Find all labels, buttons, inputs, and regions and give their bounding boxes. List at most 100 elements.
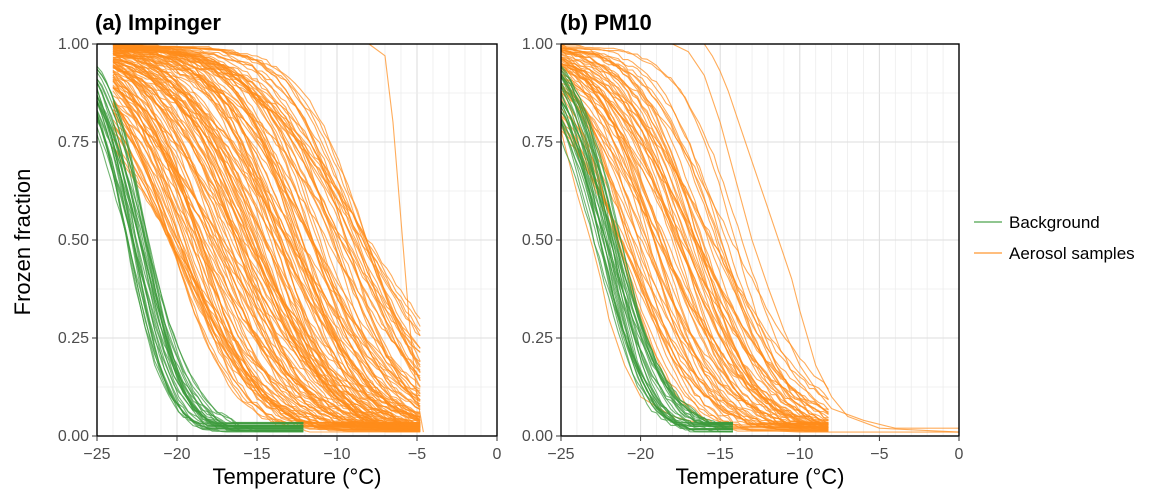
y-tick-label: 1.00 bbox=[58, 36, 89, 53]
aerosol-curve bbox=[560, 56, 829, 431]
aerosol-curve bbox=[560, 107, 829, 428]
aerosol-curve bbox=[112, 109, 421, 425]
aerosol-curve bbox=[113, 44, 421, 407]
aerosol-curve bbox=[703, 43, 960, 433]
y-tick-label: 0.00 bbox=[58, 428, 89, 445]
panel-title: (a) Impinger bbox=[95, 10, 221, 35]
background-curve bbox=[560, 76, 733, 433]
background-curve bbox=[96, 66, 304, 426]
aerosol-curve bbox=[560, 76, 829, 415]
aerosol-curve bbox=[560, 68, 829, 428]
series-lines bbox=[96, 43, 424, 433]
aerosol-curve bbox=[560, 43, 829, 414]
background-curve bbox=[560, 100, 733, 430]
aerosol-curve bbox=[560, 85, 829, 426]
aerosol-curve bbox=[560, 122, 829, 427]
x-axis-title: Temperature (°C) bbox=[676, 464, 845, 489]
aerosol-curve bbox=[112, 78, 421, 427]
aerosol-curve bbox=[112, 122, 421, 429]
background-curve bbox=[96, 111, 304, 423]
aerosol-curve bbox=[112, 60, 421, 421]
x-tick-label: −20 bbox=[163, 446, 190, 463]
aerosol-curve bbox=[561, 58, 829, 429]
y-tick-label: 0.75 bbox=[58, 134, 89, 151]
legend: Background Aerosol samples bbox=[974, 213, 1135, 263]
background-curve bbox=[560, 111, 733, 426]
x-tick-label: 0 bbox=[955, 446, 964, 463]
aerosol-curve bbox=[112, 43, 421, 366]
aerosol-curve bbox=[560, 85, 829, 428]
aerosol-curve bbox=[112, 45, 421, 395]
background-curve bbox=[96, 120, 304, 432]
aerosol-curve bbox=[112, 51, 421, 374]
aerosol-curve bbox=[113, 46, 421, 429]
background-curve bbox=[96, 95, 304, 427]
x-tick-label: −10 bbox=[786, 446, 813, 463]
background-curve bbox=[560, 66, 733, 430]
background-curve bbox=[96, 71, 304, 429]
aerosol-curve bbox=[113, 47, 421, 428]
panel-pm10: (b) PM10 −25 −20 −15 −10 −5 0 0.00 0.25 0.50 0.75 1… bbox=[522, 10, 964, 489]
y-tick-label: 0.25 bbox=[522, 330, 553, 347]
aerosol-curve bbox=[560, 48, 829, 425]
aerosol-curve bbox=[368, 43, 424, 433]
y-tick-label: 0.50 bbox=[522, 232, 553, 249]
x-tick-label: −20 bbox=[627, 446, 654, 463]
aerosol-curve bbox=[112, 79, 421, 430]
aerosol-curve bbox=[112, 66, 421, 429]
background-curve bbox=[560, 81, 733, 428]
x-tick-label: −15 bbox=[243, 446, 270, 463]
aerosol-curve bbox=[112, 50, 421, 349]
aerosol-curve bbox=[112, 58, 421, 402]
aerosol-curve bbox=[112, 60, 421, 390]
x-tick-label: −15 bbox=[707, 446, 734, 463]
x-tick-label: −10 bbox=[323, 446, 350, 463]
aerosol-curve bbox=[560, 85, 829, 425]
y-tick-label: 1.00 bbox=[522, 36, 553, 53]
aerosol-curve bbox=[672, 43, 959, 429]
aerosol-curve bbox=[560, 73, 829, 422]
aerosol-curve bbox=[112, 56, 421, 414]
panel-title: (b) PM10 bbox=[560, 10, 652, 35]
legend-label: Background bbox=[1009, 213, 1100, 232]
y-tick-label: 0.00 bbox=[522, 428, 553, 445]
aerosol-curve bbox=[113, 44, 421, 424]
aerosol-curve bbox=[561, 44, 829, 426]
aerosol-curve bbox=[112, 50, 421, 420]
x-tick-label: 0 bbox=[493, 446, 502, 463]
y-axis-title: Frozen fraction bbox=[10, 169, 35, 316]
aerosol-curve bbox=[560, 54, 829, 390]
background-curve bbox=[560, 101, 733, 433]
aerosol-curve bbox=[560, 48, 829, 426]
panel-impinger: (a) Impinger −25 −20 −15 −10 −5 0 0.00 0.25 0.50 0… bbox=[58, 10, 502, 489]
aerosol-curve bbox=[560, 63, 829, 424]
aerosol-curve bbox=[560, 58, 829, 411]
aerosol-curve bbox=[112, 86, 421, 429]
aerosol-curve bbox=[112, 48, 421, 423]
aerosol-curve bbox=[560, 49, 829, 430]
aerosol-curve bbox=[112, 87, 421, 415]
aerosol-curve bbox=[112, 67, 421, 408]
background-curve bbox=[96, 68, 304, 425]
aerosol-curve bbox=[560, 53, 829, 424]
legend-label: Aerosol samples bbox=[1009, 244, 1135, 263]
aerosol-curve bbox=[113, 47, 421, 419]
x-tick-label: −5 bbox=[408, 446, 426, 463]
aerosol-curve bbox=[560, 58, 829, 420]
background-curve bbox=[560, 91, 733, 430]
aerosol-curve bbox=[560, 62, 829, 401]
y-tick-label: 0.50 bbox=[58, 232, 89, 249]
background-curve bbox=[560, 105, 733, 428]
aerosol-curve bbox=[560, 77, 829, 424]
series-lines bbox=[560, 43, 960, 433]
x-tick-label: −25 bbox=[547, 446, 574, 463]
x-tick-label: −25 bbox=[83, 446, 110, 463]
aerosol-curve bbox=[112, 64, 421, 425]
x-tick-label: −5 bbox=[870, 446, 888, 463]
aerosol-curve bbox=[112, 52, 421, 418]
y-tick-label: 0.75 bbox=[522, 134, 553, 151]
x-axis-title: Temperature (°C) bbox=[213, 464, 382, 489]
aerosol-curve bbox=[113, 54, 421, 431]
